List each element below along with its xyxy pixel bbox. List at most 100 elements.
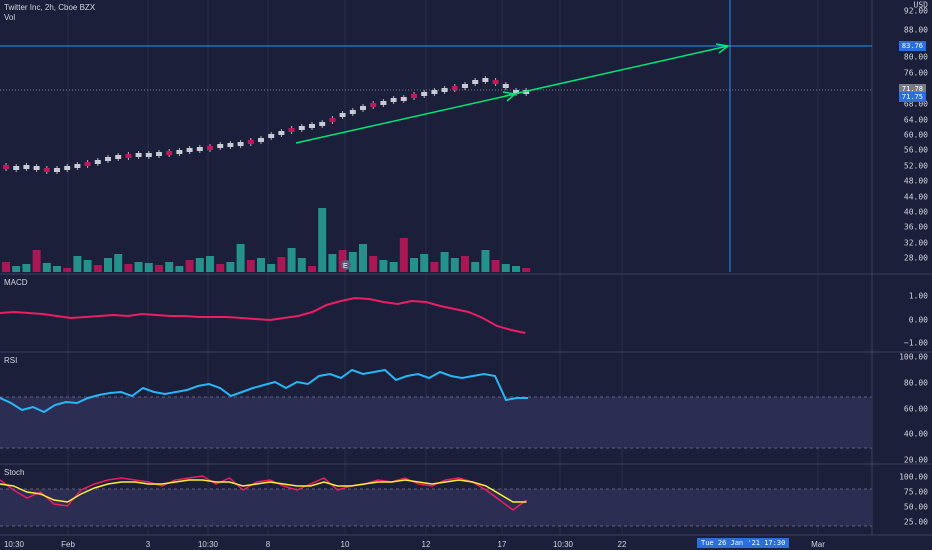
candle-body bbox=[54, 168, 60, 172]
candle-body bbox=[196, 147, 203, 151]
stoch-tick: 100.00 bbox=[899, 472, 928, 482]
price-tick: 44.00 bbox=[903, 192, 928, 202]
candle-body bbox=[431, 90, 438, 94]
candle-body bbox=[411, 94, 417, 98]
stoch-tick: 25.00 bbox=[903, 517, 928, 527]
chart-title[interactable]: Twitter Inc, 2h, Cboe BZX bbox=[4, 3, 96, 12]
candle-body bbox=[84, 162, 91, 166]
candle-body bbox=[105, 157, 111, 161]
price-tick: 60.00 bbox=[903, 130, 928, 140]
price-tick: 88.00 bbox=[903, 25, 928, 35]
candle-body bbox=[472, 80, 479, 84]
volume-bar bbox=[267, 264, 276, 272]
candle-body bbox=[43, 168, 50, 172]
volume-bar bbox=[348, 252, 357, 272]
volume-bar bbox=[12, 266, 21, 272]
candle-body bbox=[3, 165, 9, 169]
volume-bar bbox=[185, 260, 194, 272]
stoch-tick: 75.00 bbox=[903, 487, 928, 497]
volume-bar bbox=[175, 266, 184, 272]
candle-body bbox=[451, 86, 458, 90]
candle-body bbox=[462, 84, 468, 88]
rsi-label[interactable]: RSI bbox=[4, 356, 18, 365]
volume-bar bbox=[308, 266, 316, 272]
candle-body bbox=[247, 140, 254, 144]
price-tick: 52.00 bbox=[903, 161, 928, 171]
last-price-tag: 71.78 bbox=[898, 84, 926, 94]
price-tick: 56.00 bbox=[903, 145, 928, 155]
volume-bar bbox=[195, 258, 204, 272]
time-label: 10:30 bbox=[552, 540, 574, 549]
time-label: Feb bbox=[61, 540, 75, 549]
candle-body bbox=[237, 142, 244, 146]
volume-bar bbox=[338, 250, 347, 272]
candles bbox=[3, 76, 530, 174]
volume-bar bbox=[328, 254, 337, 272]
volume-bar bbox=[165, 262, 174, 272]
candle-body bbox=[258, 138, 264, 142]
candle-body bbox=[74, 164, 81, 168]
candle-body bbox=[349, 110, 356, 114]
rsi-tick: 20.00 bbox=[903, 455, 928, 465]
candle-body bbox=[186, 148, 193, 152]
macd-label[interactable]: MACD bbox=[4, 278, 28, 287]
candle-body bbox=[23, 165, 30, 169]
candle-body bbox=[64, 166, 71, 170]
macd-tick: 1.00 bbox=[908, 291, 928, 301]
volume-bar bbox=[63, 268, 72, 272]
time-label: Mar bbox=[811, 540, 825, 549]
candle-body bbox=[268, 134, 275, 138]
candle-body bbox=[370, 103, 377, 107]
candle-body bbox=[227, 143, 234, 147]
time-label: 10:30 bbox=[197, 540, 219, 549]
volume-bar bbox=[379, 260, 388, 272]
volume-bar bbox=[93, 265, 102, 272]
currency-label: USD bbox=[913, 0, 928, 10]
candle-body bbox=[13, 166, 20, 170]
volume-bar bbox=[236, 244, 245, 272]
time-label: 22 bbox=[617, 540, 627, 549]
price-tick: 40.00 bbox=[903, 207, 928, 217]
volume-bar bbox=[114, 254, 123, 272]
price-tick: 68.00 bbox=[903, 99, 928, 109]
candle-body bbox=[329, 118, 336, 122]
volume-bar bbox=[389, 262, 398, 272]
stoch-tick: 50.00 bbox=[903, 502, 928, 512]
candle-body bbox=[339, 113, 346, 117]
volume-bar bbox=[359, 244, 367, 272]
price-tick: 36.00 bbox=[903, 222, 928, 232]
volume-label: Vol bbox=[4, 13, 16, 22]
volume-bar bbox=[512, 266, 520, 272]
volume-bar bbox=[420, 254, 429, 272]
stoch-label[interactable]: Stoch bbox=[4, 468, 25, 477]
volume-bar bbox=[32, 250, 41, 272]
candle-body bbox=[400, 97, 407, 101]
rsi-tick: 100.00 bbox=[899, 352, 928, 362]
volume-bar bbox=[461, 256, 469, 272]
time-label: 10 bbox=[340, 540, 350, 549]
price-tick: 48.00 bbox=[903, 176, 928, 186]
time-label: 8 bbox=[265, 540, 271, 549]
candle-body bbox=[288, 128, 295, 132]
candle-body bbox=[207, 146, 213, 150]
volume-bars bbox=[2, 208, 531, 272]
price-tick: 28.00 bbox=[903, 253, 928, 263]
candle-body bbox=[380, 101, 387, 105]
candle-body bbox=[94, 160, 101, 164]
volume-bar bbox=[410, 258, 418, 272]
candle-body bbox=[166, 151, 173, 155]
volume-bar bbox=[124, 264, 133, 272]
macd-tick: −1.00 bbox=[903, 338, 928, 348]
volume-bar bbox=[53, 266, 61, 272]
candle-body bbox=[502, 84, 509, 88]
stoch-band bbox=[0, 489, 872, 526]
volume-bar bbox=[83, 260, 92, 272]
candle-body bbox=[217, 144, 224, 148]
volume-bar bbox=[399, 238, 408, 272]
time-label: 17 bbox=[497, 540, 507, 549]
price-tick: 76.00 bbox=[903, 68, 928, 78]
volume-bar bbox=[440, 252, 449, 272]
volume-bar bbox=[522, 268, 531, 272]
candle-body bbox=[125, 154, 132, 158]
